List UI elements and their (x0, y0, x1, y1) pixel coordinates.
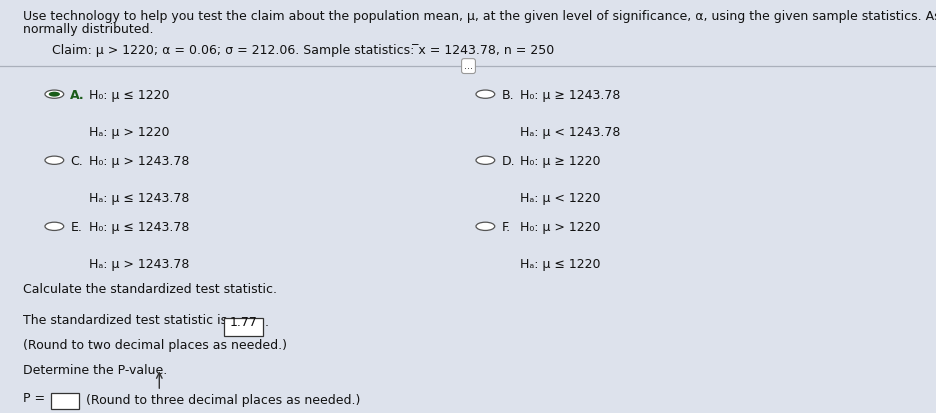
Text: A.: A. (70, 89, 85, 102)
Text: C.: C. (70, 155, 83, 168)
Text: Hₐ: μ < 1220: Hₐ: μ < 1220 (519, 192, 600, 205)
Text: Hₐ: μ < 1243.78: Hₐ: μ < 1243.78 (519, 126, 620, 139)
Text: Hₐ: μ ≤ 1243.78: Hₐ: μ ≤ 1243.78 (89, 192, 189, 205)
Circle shape (475, 222, 494, 230)
Circle shape (475, 156, 494, 164)
Text: D.: D. (501, 155, 515, 168)
Circle shape (49, 92, 60, 97)
Text: The standardized test statistic is: The standardized test statistic is (23, 314, 231, 327)
Circle shape (45, 222, 64, 230)
Text: Hₐ: μ ≤ 1220: Hₐ: μ ≤ 1220 (519, 258, 600, 271)
Text: ...: ... (463, 61, 473, 71)
Text: Determine the P-value.: Determine the P-value. (23, 364, 168, 377)
Text: Hₐ: μ > 1220: Hₐ: μ > 1220 (89, 126, 169, 139)
Circle shape (45, 90, 64, 98)
FancyBboxPatch shape (224, 318, 263, 336)
Circle shape (45, 156, 64, 164)
Text: .: . (264, 316, 268, 329)
Text: 1.77: 1.77 (229, 316, 257, 329)
Text: P =: P = (23, 392, 50, 405)
Circle shape (475, 90, 494, 98)
Text: H₀: μ ≥ 1220: H₀: μ ≥ 1220 (519, 155, 600, 168)
Text: H₀: μ ≥ 1243.78: H₀: μ ≥ 1243.78 (519, 89, 620, 102)
Text: normally distributed.: normally distributed. (23, 23, 154, 36)
FancyBboxPatch shape (51, 393, 79, 409)
Text: Hₐ: μ > 1243.78: Hₐ: μ > 1243.78 (89, 258, 189, 271)
Text: F.: F. (501, 221, 510, 234)
Text: B.: B. (501, 89, 513, 102)
Text: (Round to three decimal places as needed.): (Round to three decimal places as needed… (82, 394, 360, 406)
Text: H₀: μ > 1243.78: H₀: μ > 1243.78 (89, 155, 189, 168)
Text: H₀: μ > 1220: H₀: μ > 1220 (519, 221, 600, 234)
Text: H₀: μ ≤ 1243.78: H₀: μ ≤ 1243.78 (89, 221, 189, 234)
Text: (Round to two decimal places as needed.): (Round to two decimal places as needed.) (23, 339, 287, 351)
Text: Calculate the standardized test statistic.: Calculate the standardized test statisti… (23, 283, 277, 296)
Text: Use technology to help you test the claim about the population mean, μ, at the g: Use technology to help you test the clai… (23, 10, 936, 23)
Text: E.: E. (70, 221, 82, 234)
Text: Claim: μ > 1220; α = 0.06; σ = 212.06. Sample statistics: ̅x = 1243.78, n = 250: Claim: μ > 1220; α = 0.06; σ = 212.06. S… (51, 44, 553, 57)
Text: H₀: μ ≤ 1220: H₀: μ ≤ 1220 (89, 89, 169, 102)
